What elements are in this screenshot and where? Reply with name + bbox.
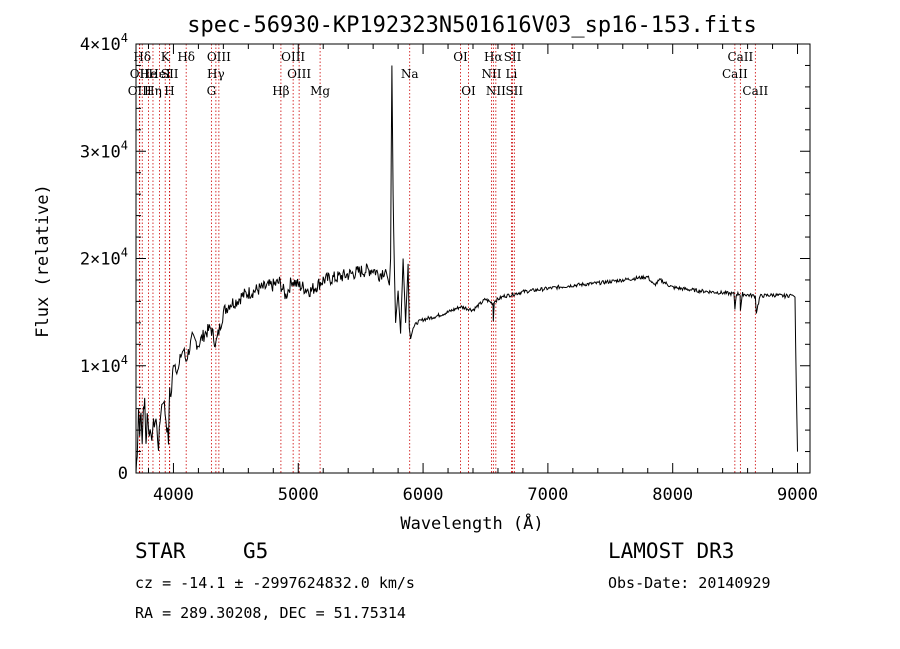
- line-marker-label: OIII: [207, 50, 231, 64]
- y-tick-exponent: 4: [121, 31, 128, 45]
- y-tick-exponent: 4: [121, 246, 128, 260]
- line-marker-label: Hβ: [272, 84, 289, 98]
- line-marker-label: SII: [161, 67, 179, 81]
- class-label: STAR: [135, 539, 186, 563]
- spectrum-line: [135, 65, 798, 474]
- x-tick-label: 9000: [777, 485, 818, 505]
- y-tick-label: 2×104: [80, 246, 128, 270]
- line-marker-label: HeI: [148, 67, 171, 81]
- line-marker-label: Na: [401, 67, 419, 81]
- x-axis: 4000 5000 6000 7000 8000 9000: [147, 44, 818, 505]
- line-marker-label: OI: [461, 84, 476, 98]
- line-markers: [138, 44, 756, 473]
- obs-date: Obs-Date: 20140929: [608, 574, 771, 592]
- subclass-label: G5: [243, 539, 269, 563]
- x-tick-label: 7000: [527, 485, 568, 505]
- line-marker-label: CaII: [727, 50, 753, 64]
- line-marker-label: Hη: [144, 84, 162, 98]
- line-marker-label: He: [140, 67, 158, 81]
- y-tick-exponent: 4: [121, 353, 128, 367]
- plot-frame: [135, 43, 811, 474]
- y-axis: 0 1×104 2×104 3×104 4×104: [80, 31, 810, 484]
- x-axis-label: Wavelength (Å): [400, 512, 543, 534]
- coordinates: RA = 289.30208, DEC = 51.75314: [135, 604, 406, 622]
- y-axis-label: Flux (relative): [33, 184, 53, 338]
- line-marker-label: CaII: [742, 84, 768, 98]
- line-marker-label: H: [164, 84, 174, 98]
- x-tick-label: 6000: [403, 485, 444, 505]
- x-tick-label: 5000: [278, 485, 319, 505]
- y-tick-label: 3×104: [80, 138, 128, 162]
- line-marker-label: OIII: [287, 67, 311, 81]
- line-marker-label: Li: [506, 67, 518, 81]
- line-marker-label: OI: [453, 50, 468, 64]
- line-marker-label: SII: [504, 50, 522, 64]
- line-marker-label: K: [161, 50, 171, 64]
- line-marker-label: Mg: [310, 84, 330, 98]
- y-tick-label: 4×104: [80, 31, 128, 55]
- line-marker-label: Hδ: [133, 50, 151, 64]
- x-tick-label: 8000: [652, 485, 693, 505]
- line-marker-label: NII: [481, 67, 501, 81]
- line-marker-label: CaII: [722, 67, 748, 81]
- y-tick-label: 0: [118, 464, 128, 484]
- x-tick-label: 4000: [153, 485, 194, 505]
- y-tick-label: 1×104: [80, 353, 128, 377]
- line-marker-label: Hδ: [177, 50, 195, 64]
- survey-label: LAMOST DR3: [608, 539, 735, 563]
- y-tick-exponent: 4: [121, 138, 128, 152]
- line-marker-label: SII: [505, 84, 523, 98]
- line-marker-label: Hα: [484, 50, 503, 64]
- line-marker-label: NII: [486, 84, 506, 98]
- line-marker-label: OIII: [128, 84, 152, 98]
- line-marker-label: Hγ: [207, 67, 225, 81]
- line-marker-label: OII: [130, 67, 150, 81]
- line-marker-label: G: [207, 84, 217, 98]
- redshift-line: cz = -14.1 ± -2997624832.0 km/s: [135, 574, 415, 592]
- line-marker-label: OIII: [281, 50, 305, 64]
- chart-title: spec-56930-KP192323N501616V03_sp16-153.f…: [187, 13, 757, 38]
